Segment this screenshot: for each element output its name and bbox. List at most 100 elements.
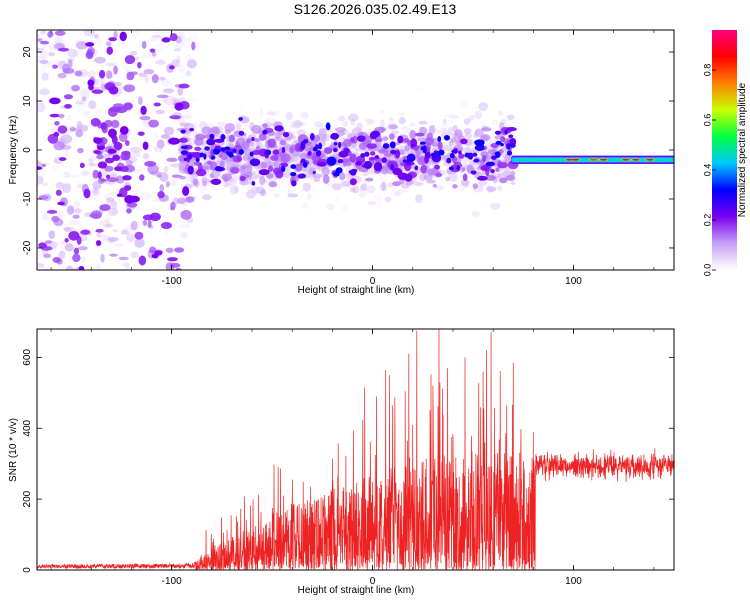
heatmap-cell (125, 160, 133, 166)
spectrogram-heatmap (37, 30, 674, 270)
heatmap-cell (389, 117, 395, 122)
heatmap-cell (382, 136, 389, 141)
heatmap-cell (174, 247, 185, 253)
heatmap-cell (325, 122, 331, 131)
heatmap-cell (436, 129, 442, 134)
heatmap-cell (581, 157, 586, 163)
heatmap-cell (155, 109, 165, 115)
heatmap-cell (37, 55, 42, 62)
heatmap-cell (105, 70, 113, 79)
heatmap-cell (124, 262, 130, 270)
heatmap-cell (464, 152, 470, 158)
heatmap-cell (355, 161, 362, 166)
heatmap-cell (390, 163, 394, 171)
heatmap-cell (471, 210, 480, 217)
heatmap-cell (49, 97, 61, 105)
heatmap-cell (309, 133, 315, 141)
heatmap-cell (632, 158, 640, 161)
heatmap-cell (156, 94, 169, 99)
heatmap-cell (291, 180, 297, 187)
heatmap-cell (161, 134, 170, 139)
heatmap-cell (160, 221, 173, 230)
heatmap-cell (338, 115, 345, 122)
heatmap-cell (130, 151, 141, 158)
heatmap-cell (417, 86, 424, 91)
heatmap-cell (322, 174, 330, 184)
heatmap-cell (159, 184, 165, 192)
heatmap-cell (571, 158, 580, 161)
heatmap-cell (180, 231, 188, 240)
colorbar-tick-label: 0.0 (702, 264, 712, 277)
heatmap-cell (110, 200, 118, 210)
heatmap-cell (96, 262, 101, 270)
heatmap-cell (334, 126, 346, 133)
heatmap-cell (142, 153, 150, 160)
heatmap-cell (138, 96, 143, 105)
heatmap-cell (366, 185, 376, 194)
heatmap-cell (253, 138, 260, 142)
heatmap-cell (220, 134, 226, 141)
heatmap-cell (414, 132, 425, 137)
heatmap-cell (251, 149, 261, 155)
heatmap-cell (462, 173, 468, 182)
heatmap-cell (69, 219, 81, 225)
heatmap-cell (58, 250, 66, 259)
heatmap-cell (238, 130, 245, 136)
heatmap-cell (510, 170, 516, 177)
heatmap-cell (79, 162, 85, 169)
heatmap-cell (137, 131, 145, 136)
heatmap-cell (236, 156, 242, 161)
heatmap-cell (160, 78, 172, 87)
heatmap-cell (424, 137, 435, 146)
heatmap-cell (159, 172, 169, 182)
heatmap-cell (340, 180, 352, 187)
heatmap-cell (139, 174, 145, 181)
heatmap-cell (498, 110, 504, 117)
heatmap-cell (40, 30, 46, 35)
heatmap-cell (153, 132, 160, 140)
heatmap-cell (274, 125, 284, 132)
heatmap-cell (168, 137, 180, 145)
heatmap-cell (178, 37, 191, 43)
heatmap-cell (382, 143, 390, 149)
heatmap-cell (81, 96, 87, 102)
heatmap-cell (541, 157, 546, 163)
heatmap-cell (488, 194, 498, 205)
heatmap-cell (331, 183, 342, 191)
heatmap-cell (508, 134, 514, 139)
heatmap-cell (96, 231, 102, 238)
heatmap-cell (545, 157, 550, 163)
heatmap-cell (124, 194, 135, 204)
heatmap-cell (478, 178, 488, 187)
spectrogram-xlabel: Height of straight line (km) (298, 285, 415, 296)
heatmap-cell (186, 59, 198, 69)
heatmap-cell (151, 34, 163, 39)
snr-series-line (37, 329, 674, 570)
heatmap-cell (89, 213, 101, 219)
heatmap-cell (41, 182, 49, 187)
heatmap-cell (57, 240, 67, 245)
heatmap-cell (482, 155, 487, 163)
heatmap-cell (55, 189, 62, 196)
heatmap-cell (189, 127, 195, 132)
heatmap-cell (232, 148, 237, 153)
heatmap-cell (78, 168, 88, 177)
heatmap-cell (358, 142, 367, 150)
heatmap-cell (267, 138, 276, 148)
heatmap-cell (195, 157, 200, 163)
heatmap-cell (180, 145, 189, 150)
heatmap-cell (171, 59, 180, 68)
heatmap-cell (107, 143, 114, 147)
heatmap-cell (414, 165, 419, 171)
spectrogram-xtick-label: -100 (162, 276, 182, 287)
heatmap-cell (43, 169, 48, 175)
heatmap-cell (599, 158, 608, 161)
heatmap-cell (183, 157, 188, 162)
heatmap-cell (349, 178, 357, 186)
heatmap-cell (157, 191, 165, 199)
heatmap-cell (341, 204, 349, 212)
heatmap-cell (91, 89, 104, 94)
heatmap-cell (268, 181, 278, 188)
heatmap-cell (130, 146, 142, 153)
